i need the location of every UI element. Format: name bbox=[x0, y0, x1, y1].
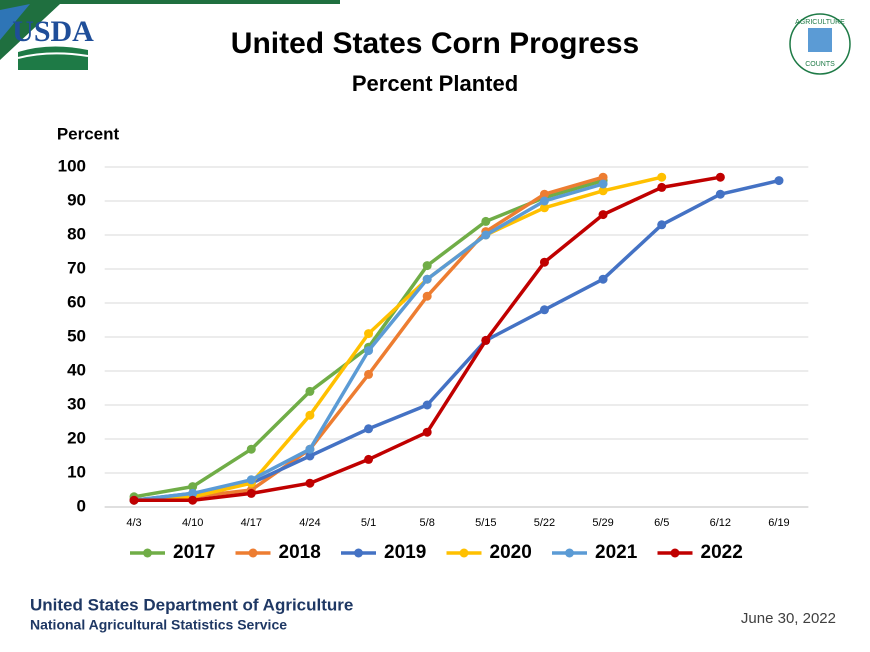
data-point bbox=[422, 427, 432, 437]
data-point bbox=[539, 305, 549, 315]
series-line bbox=[133, 182, 604, 502]
data-point bbox=[422, 400, 432, 410]
series-line bbox=[133, 178, 780, 502]
legend-label: 2021 bbox=[595, 542, 638, 563]
data-point bbox=[188, 482, 198, 492]
legend-label: 2020 bbox=[490, 542, 532, 563]
logo-field bbox=[18, 46, 88, 70]
seal-bottom: COUNTS bbox=[805, 61, 835, 68]
footer-agency: United States Department of Agriculture bbox=[30, 595, 353, 614]
x-tick-label: 6/12 bbox=[710, 517, 731, 529]
x-tick-label: 5/29 bbox=[592, 517, 613, 529]
usda-logo: USDA bbox=[12, 15, 94, 70]
data-point bbox=[657, 220, 667, 230]
series-line bbox=[133, 175, 604, 502]
footer-date: June 30, 2022 bbox=[741, 610, 836, 627]
x-tick-label: 6/19 bbox=[768, 517, 789, 529]
y-tick-label: 90 bbox=[67, 190, 86, 209]
data-point bbox=[539, 196, 549, 206]
logo-wave bbox=[17, 52, 89, 59]
y-tick-label: 0 bbox=[77, 496, 86, 515]
data-point bbox=[481, 335, 491, 345]
data-point bbox=[539, 257, 549, 267]
legend-label: 2018 bbox=[279, 542, 321, 563]
data-point bbox=[364, 454, 374, 464]
data-point bbox=[715, 172, 725, 182]
y-tick-label: 80 bbox=[67, 224, 86, 243]
data-point bbox=[246, 444, 256, 454]
data-point bbox=[422, 274, 432, 284]
data-point bbox=[364, 346, 374, 356]
data-point bbox=[364, 329, 374, 339]
data-point bbox=[539, 189, 549, 199]
x-tick-label: 4/3 bbox=[126, 517, 141, 529]
data-point bbox=[481, 230, 491, 240]
footer-service: National Agricultural Statistics Service bbox=[30, 617, 287, 633]
data-point bbox=[598, 210, 608, 220]
data-point bbox=[246, 475, 256, 485]
data-point bbox=[598, 179, 608, 189]
data-point bbox=[129, 495, 139, 505]
legend-marker bbox=[143, 548, 152, 558]
header-stripe bbox=[0, 0, 340, 60]
data-point bbox=[364, 369, 374, 379]
data-point bbox=[305, 478, 315, 488]
chart-title: United States Corn Progress bbox=[231, 27, 639, 60]
data-point bbox=[657, 172, 667, 182]
data-point bbox=[598, 274, 608, 284]
data-point bbox=[305, 386, 315, 396]
data-point bbox=[539, 203, 549, 213]
data-point bbox=[364, 424, 374, 434]
data-point bbox=[422, 261, 432, 271]
legend-marker bbox=[459, 548, 469, 558]
y-tick-label: 60 bbox=[67, 292, 86, 311]
data-point bbox=[188, 488, 198, 498]
y-tick-label: 30 bbox=[67, 394, 86, 413]
header-stripe bbox=[0, 4, 30, 40]
legend-label: 2017 bbox=[173, 542, 215, 563]
y-tick-label: 100 bbox=[58, 156, 86, 175]
data-point bbox=[657, 182, 667, 192]
seal-top: AGRICULTURE bbox=[795, 19, 845, 26]
series-line bbox=[133, 178, 604, 499]
x-tick-label: 4/17 bbox=[241, 517, 262, 529]
y-tick-label: 20 bbox=[67, 428, 86, 447]
x-tick-label: 5/1 bbox=[361, 517, 376, 529]
data-point bbox=[305, 410, 315, 420]
data-point bbox=[305, 444, 315, 454]
seal-center bbox=[808, 28, 832, 52]
seal: AGRICULTURE COUNTS bbox=[789, 13, 851, 75]
x-tick-label: 5/15 bbox=[475, 517, 496, 529]
legend-marker bbox=[670, 548, 680, 558]
y-axis-label: Percent bbox=[57, 124, 120, 143]
legend-label: 2019 bbox=[384, 542, 426, 563]
series-line bbox=[133, 175, 663, 502]
data-point bbox=[598, 172, 608, 182]
chart-subtitle: Percent Planted bbox=[352, 71, 518, 96]
x-tick-label: 6/5 bbox=[654, 517, 669, 529]
x-tick-label: 4/24 bbox=[299, 517, 320, 529]
data-point bbox=[481, 216, 491, 226]
logo-text: USDA bbox=[12, 15, 94, 48]
data-point bbox=[246, 488, 256, 498]
legend-marker bbox=[565, 548, 574, 558]
data-point bbox=[188, 495, 198, 505]
y-tick-label: 10 bbox=[67, 462, 86, 481]
y-tick-label: 40 bbox=[67, 360, 86, 379]
legend-label: 2022 bbox=[701, 542, 743, 563]
x-tick-label: 5/8 bbox=[420, 517, 435, 529]
data-point bbox=[422, 291, 432, 301]
y-tick-label: 50 bbox=[67, 326, 86, 345]
legend-marker bbox=[248, 548, 258, 558]
legend-marker bbox=[354, 548, 363, 558]
y-tick-label: 70 bbox=[67, 258, 86, 277]
data-point bbox=[305, 451, 315, 461]
series-line bbox=[134, 175, 721, 502]
x-tick-label: 5/22 bbox=[534, 517, 555, 529]
data-point bbox=[774, 176, 784, 186]
x-tick-label: 4/10 bbox=[182, 517, 203, 529]
data-point bbox=[598, 186, 608, 196]
data-point bbox=[715, 189, 725, 199]
